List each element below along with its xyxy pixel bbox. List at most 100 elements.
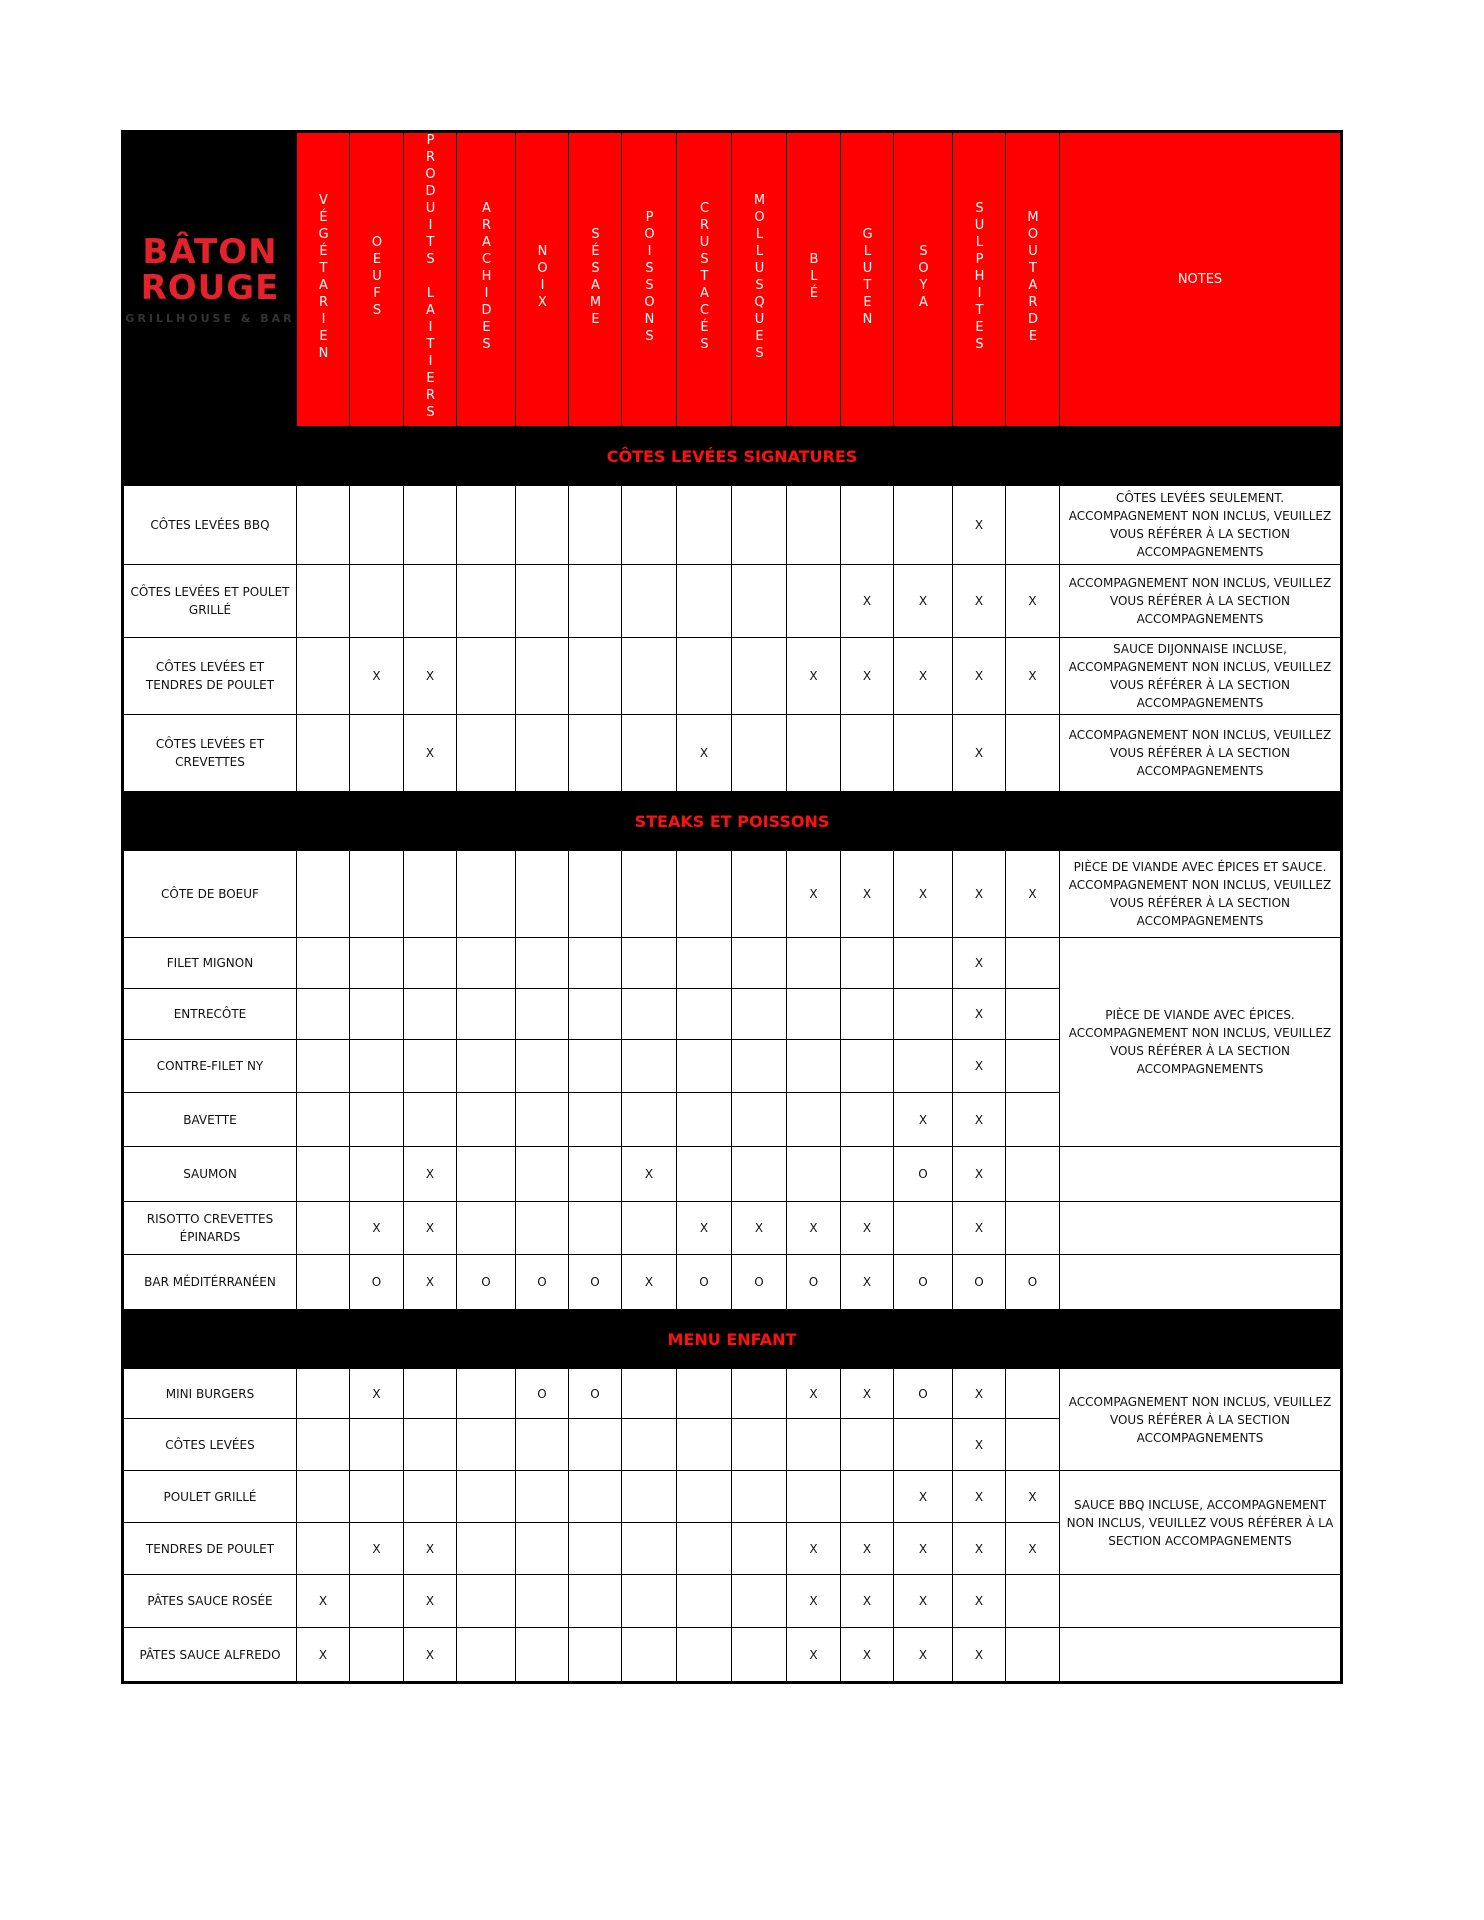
dish-name: POULET GRILLÉ [122, 1470, 297, 1523]
allergen-mark [296, 1254, 350, 1310]
header-row: BÂTON ROUGE GRILLHOUSE & BAR VÉGÉTARIEN O… [122, 131, 1342, 427]
allergen-mark: X [952, 1039, 1006, 1093]
section-band: STEAKS ET POISSONS [122, 791, 1342, 851]
allergen-mark: X [731, 1201, 787, 1255]
allergen-mark [840, 714, 894, 792]
allergen-mark: X [296, 1574, 350, 1628]
column-header-label: PRODUITS LAITIERS [423, 133, 438, 422]
allergen-mark [621, 937, 677, 989]
allergen-mark: X [893, 1092, 953, 1147]
allergen-mark [621, 637, 677, 715]
allergen-mark [621, 1627, 677, 1683]
allergen-mark [403, 1418, 457, 1471]
allergen-mark [515, 1201, 569, 1255]
column-header-label: VÉGÉTARIEN [316, 192, 331, 363]
column-header: SÉSAME [568, 131, 622, 427]
allergen-mark: X [952, 1201, 1006, 1255]
allergen-mark: X [621, 1254, 677, 1310]
table-row: TENDRES DE POULET X X X X X X X [122, 1522, 1342, 1575]
allergen-mark [840, 937, 894, 989]
allergen-mark: O [456, 1254, 516, 1310]
allergen-mark [568, 1039, 622, 1093]
table-row: CÔTES LEVÉES BBQ X CÔTES LEVÉES SEULEMENT.… [122, 485, 1342, 565]
allergen-mark: X [296, 1627, 350, 1683]
allergen-mark: X [676, 714, 732, 792]
allergen-mark [456, 1146, 516, 1202]
allergen-mark [731, 485, 787, 565]
allergen-mark: X [1005, 564, 1060, 638]
dish-name: FILET MIGNON [122, 937, 297, 989]
allergen-mark [786, 937, 841, 989]
allergen-mark: X [952, 850, 1006, 938]
allergen-mark [403, 937, 457, 989]
allergen-mark [296, 1418, 350, 1471]
allergen-mark [621, 564, 677, 638]
allergen-mark [349, 564, 404, 638]
allergen-mark [515, 1627, 569, 1683]
allergen-mark [296, 637, 350, 715]
dish-note [1059, 1201, 1342, 1255]
allergen-mark [1005, 1146, 1060, 1202]
allergen-mark: O [568, 1254, 622, 1310]
allergen-mark [568, 1201, 622, 1255]
allergen-mark [515, 1574, 569, 1628]
logo-line-1: BÂTON [142, 232, 278, 272]
table-row: CÔTES LEVÉES ET TENDRES DE POULET X X X X X X X… [122, 637, 1342, 715]
allergen-table: BÂTON ROUGE GRILLHOUSE & BAR VÉGÉTARIEN O… [121, 130, 1343, 1684]
allergen-mark [349, 850, 404, 938]
allergen-mark: X [621, 1146, 677, 1202]
allergen-mark: X [1005, 1522, 1060, 1575]
allergen-mark [676, 1627, 732, 1683]
column-header: OEUFS [349, 131, 404, 427]
allergen-mark [568, 1574, 622, 1628]
allergen-mark [731, 714, 787, 792]
table-row: RISOTTO CREVETTES ÉPINARDS X X X X X X X [122, 1201, 1342, 1255]
allergen-mark [1005, 937, 1060, 989]
allergen-mark: X [840, 637, 894, 715]
allergen-mark [296, 1146, 350, 1202]
allergen-mark [676, 1039, 732, 1093]
allergen-mark [456, 564, 516, 638]
allergen-mark: X [893, 1627, 953, 1683]
allergen-mark [296, 1470, 350, 1523]
allergen-mark [731, 850, 787, 938]
allergen-mark: X [403, 1574, 457, 1628]
allergen-mark [621, 1522, 677, 1575]
allergen-mark [676, 1574, 732, 1628]
allergen-mark [840, 1418, 894, 1471]
allergen-mark [296, 1368, 350, 1419]
column-header-label: SOYA [916, 243, 931, 312]
allergen-mark [840, 485, 894, 565]
allergen-mark [621, 485, 677, 565]
allergen-mark [840, 1146, 894, 1202]
allergen-mark [515, 1039, 569, 1093]
allergen-mark: X [952, 1146, 1006, 1202]
table-row: FILET MIGNON X PIÈCE DE VIANDE AVEC ÉPICES… [122, 937, 1342, 1147]
allergen-mark [349, 485, 404, 565]
allergen-mark: X [952, 1522, 1006, 1575]
dish-note: SAUCE DIJONNAISE INCLUSE, ACCOMPAGNEMENT… [1059, 637, 1342, 715]
allergen-mark: X [676, 1201, 732, 1255]
allergen-mark [403, 1470, 457, 1523]
column-header: ARACHIDES [456, 131, 516, 427]
allergen-mark: O [952, 1254, 1006, 1310]
dish-note: ACCOMPAGNEMENT NON INCLUS, VEUILLEZ VOUS… [1059, 714, 1342, 792]
allergen-mark: X [349, 1368, 404, 1419]
allergen-mark [349, 1092, 404, 1147]
dish-note: ACCOMPAGNEMENT NON INCLUS, VEUILLEZ VOUS… [1059, 1368, 1342, 1471]
table-row: CÔTE DE BOEUF X X X X X PIÈCE DE VIANDE AVEC É… [122, 850, 1342, 938]
column-header-label: MOLLUSQUES [752, 192, 767, 363]
allergen-mark [515, 564, 569, 638]
dish-name: CÔTES LEVÉES ET CREVETTES [122, 714, 297, 792]
allergen-mark [676, 1368, 732, 1419]
allergen-mark [731, 1627, 787, 1683]
allergen-mark [456, 1574, 516, 1628]
allergen-mark: X [952, 1470, 1006, 1523]
dish-name: BAVETTE [122, 1092, 297, 1147]
section-title: MENU ENFANT [122, 1309, 1342, 1369]
allergen-mark [621, 1092, 677, 1147]
dish-name: PÂTES SAUCE ALFREDO [122, 1627, 297, 1683]
column-header: SOYA [893, 131, 953, 427]
allergen-mark: X [786, 1627, 841, 1683]
allergen-mark [515, 1418, 569, 1471]
